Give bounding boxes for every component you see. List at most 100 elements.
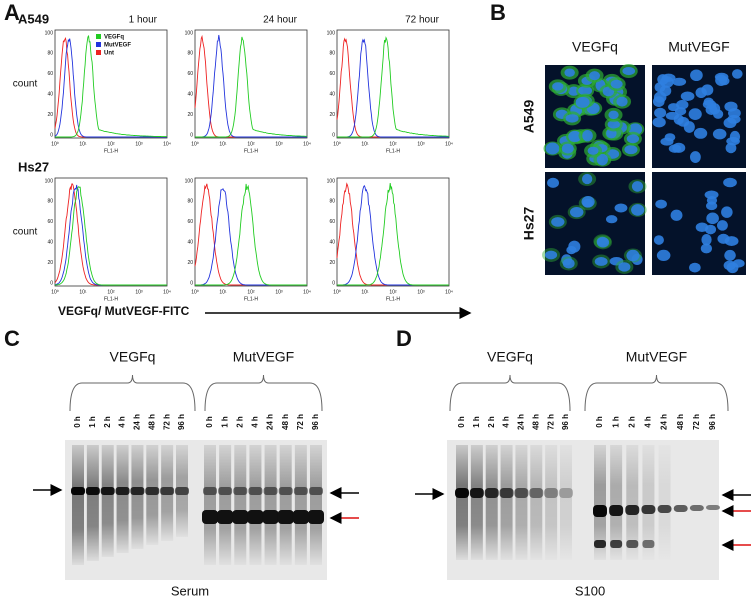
band: [247, 510, 264, 524]
band: [594, 540, 606, 548]
y-tick-label: 100: [185, 178, 194, 184]
x-tick-label: 10⁴: [163, 289, 171, 295]
y-tick-label: 60: [329, 219, 335, 225]
panel-label: A: [4, 0, 20, 25]
axis-caption: VEGFq/ MutVEGF-FITC: [58, 304, 190, 318]
lane-label: 72 h: [692, 414, 701, 430]
band: [469, 488, 484, 498]
nucleus: [670, 209, 683, 221]
y-tick-label: 60: [47, 219, 53, 225]
nucleus: [626, 249, 640, 262]
y-tick-label: 60: [187, 71, 193, 77]
gel-caption: S100: [575, 583, 605, 598]
x-tick-label: 10³: [275, 289, 283, 295]
row-label: Hs27: [521, 207, 537, 241]
y-tick-label: 0: [50, 132, 53, 138]
smear: [456, 445, 468, 560]
smear: [610, 445, 623, 560]
band: [626, 540, 639, 548]
histogram-curve: [54, 38, 167, 138]
nucleus: [565, 114, 579, 123]
y-tick-label: 80: [329, 199, 335, 205]
x-tick-label: 10¹: [79, 141, 87, 147]
nucleus: [596, 153, 608, 166]
y-tick-label: 20: [329, 112, 335, 118]
nucleus: [690, 69, 703, 82]
x-axis-label: FL1-H: [386, 148, 400, 154]
nucleus: [672, 77, 687, 86]
nucleus: [693, 127, 708, 139]
nucleus: [622, 66, 636, 76]
nucleus: [729, 130, 741, 143]
y-tick-label: 20: [329, 260, 335, 266]
x-tick-label: 10³: [417, 141, 425, 147]
histogram-curve: [195, 36, 307, 138]
x-tick-label: 10³: [135, 141, 143, 147]
smear: [131, 445, 144, 549]
time-label: 1 hour: [129, 15, 158, 26]
band: [278, 487, 293, 495]
y-tick-label: 100: [327, 30, 336, 36]
nucleus: [700, 243, 712, 254]
legend-swatch: [96, 42, 101, 47]
smear: [86, 445, 99, 561]
nucleus: [631, 204, 645, 216]
band: [71, 487, 85, 495]
y-tick-label: 60: [47, 71, 53, 77]
band: [657, 505, 672, 513]
x-tick-label: 10³: [417, 289, 425, 295]
nucleus: [668, 144, 682, 153]
x-tick-label: 10⁰: [333, 141, 341, 147]
x-axis-label: FL1-H: [104, 148, 118, 154]
band: [529, 488, 544, 498]
lane-label: 24 h: [133, 414, 142, 430]
lane-label: 24 h: [517, 414, 526, 430]
band: [641, 505, 656, 514]
bracket: [69, 374, 196, 412]
nucleus: [561, 143, 574, 154]
histogram-curve: [195, 183, 307, 286]
legend-swatch: [96, 50, 101, 55]
nucleus: [626, 134, 640, 144]
y-tick-label: 20: [47, 112, 53, 118]
nucleus: [562, 258, 575, 269]
y-axis-label: count: [13, 79, 38, 90]
y-tick-label: 80: [187, 199, 193, 205]
nucleus: [731, 69, 743, 79]
x-tick-label: 10¹: [361, 289, 369, 295]
nucleus: [581, 196, 595, 208]
nucleus: [587, 146, 599, 155]
nucleus: [655, 199, 667, 209]
band: [263, 487, 278, 495]
group-label: MutVEGF: [626, 349, 687, 365]
band: [277, 510, 294, 524]
band: [160, 487, 175, 495]
group-label: VEGFq: [487, 349, 533, 365]
band: [292, 510, 309, 524]
y-tick-label: 40: [329, 240, 335, 246]
smear: [294, 445, 307, 565]
x-tick-label: 10⁰: [51, 141, 59, 147]
lane-label: 48 h: [147, 414, 156, 430]
band: [293, 487, 308, 495]
group-label: VEGFq: [110, 349, 156, 365]
x-tick-label: 10¹: [219, 141, 227, 147]
nucleus: [683, 121, 695, 133]
nucleus: [653, 235, 664, 245]
nucleus: [721, 206, 733, 218]
band: [202, 510, 218, 524]
lane-label: 1 h: [220, 416, 229, 428]
x-tick-label: 10⁰: [333, 289, 341, 295]
smear: [485, 445, 498, 560]
lane-label: 2 h: [235, 416, 244, 428]
row-label: Hs27: [18, 159, 49, 174]
band: [308, 510, 324, 524]
nucleus: [723, 177, 737, 188]
nucleus: [652, 96, 665, 107]
nucleus: [723, 260, 736, 271]
nucleus: [618, 262, 631, 272]
nucleus: [689, 151, 701, 163]
smear: [204, 445, 216, 565]
column-header: MutVEGF: [668, 39, 729, 55]
band: [85, 487, 100, 495]
